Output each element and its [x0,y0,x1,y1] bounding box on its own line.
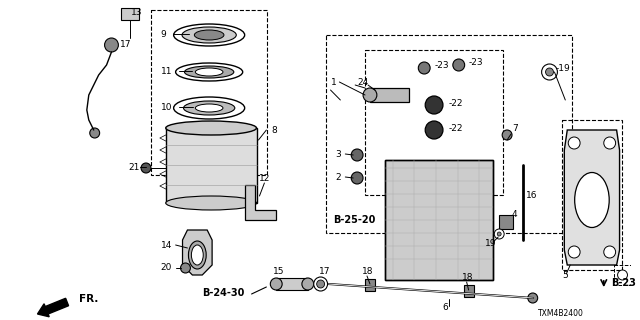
Ellipse shape [191,245,204,265]
Text: -23: -23 [468,58,483,67]
Bar [365,279,375,291]
Circle shape [502,130,512,140]
Text: 18: 18 [362,267,374,276]
Ellipse shape [195,68,223,76]
Circle shape [494,229,504,239]
Ellipse shape [166,121,257,135]
Text: 20: 20 [161,263,172,273]
Bar [365,50,503,195]
Polygon shape [244,185,276,220]
Text: -22: -22 [449,99,463,108]
Circle shape [419,62,430,74]
Text: 21: 21 [128,163,140,172]
Ellipse shape [575,172,609,228]
Ellipse shape [188,241,206,269]
FancyArrow shape [38,298,68,317]
Polygon shape [564,130,620,265]
Text: 14: 14 [161,241,172,250]
Text: B-23: B-23 [611,278,636,288]
Bar [151,10,268,175]
Bar [276,278,308,290]
Text: 13: 13 [131,7,143,17]
Circle shape [497,232,501,236]
Bar [326,35,572,233]
Text: 12: 12 [259,173,270,182]
Text: 6: 6 [442,302,448,311]
Ellipse shape [166,196,257,210]
Text: 7: 7 [512,124,518,132]
Circle shape [604,137,616,149]
Circle shape [314,277,328,291]
Circle shape [180,263,191,273]
Circle shape [351,149,363,161]
Text: 16: 16 [526,190,538,199]
Bar [464,285,474,297]
Ellipse shape [184,66,234,78]
Text: 3: 3 [335,149,341,158]
Text: 17: 17 [319,267,330,276]
Text: 9: 9 [161,29,166,38]
Circle shape [90,128,100,138]
Circle shape [141,163,151,173]
Text: -23: -23 [434,60,449,69]
Bar [122,8,139,20]
Bar [370,88,410,102]
Text: 1: 1 [330,77,336,86]
Text: -22: -22 [449,124,463,132]
Circle shape [317,280,324,288]
Text: 19: 19 [485,238,497,247]
Circle shape [545,68,554,76]
Text: 11: 11 [161,67,172,76]
Circle shape [618,270,627,280]
Text: TXM4B2400: TXM4B2400 [538,309,584,318]
Ellipse shape [173,24,244,46]
Circle shape [453,59,465,71]
Ellipse shape [302,278,314,290]
Circle shape [425,96,443,114]
Circle shape [351,172,363,184]
Bar [499,215,513,229]
Text: 15: 15 [273,267,285,276]
Ellipse shape [173,97,244,119]
Text: 8: 8 [271,125,277,134]
Ellipse shape [195,104,223,112]
Circle shape [425,121,443,139]
Text: 5: 5 [563,270,568,279]
Text: 18: 18 [461,273,473,282]
Ellipse shape [363,88,377,102]
Polygon shape [182,230,212,275]
Text: B-25-20: B-25-20 [333,215,376,225]
Bar [385,160,493,280]
Text: -19: -19 [556,63,570,73]
Text: 4: 4 [512,210,518,219]
Text: B-24-30: B-24-30 [202,288,244,298]
Ellipse shape [270,278,282,290]
Bar [385,160,493,280]
Ellipse shape [175,63,243,81]
Text: 10: 10 [161,102,172,111]
Text: FR.: FR. [79,294,99,304]
Text: 17: 17 [120,39,132,49]
Bar [614,265,632,285]
Text: 24: 24 [357,77,369,86]
Circle shape [568,137,580,149]
Circle shape [604,246,616,258]
Text: 2: 2 [335,172,341,181]
Ellipse shape [182,27,236,43]
Ellipse shape [184,101,235,115]
Circle shape [104,38,118,52]
Circle shape [528,293,538,303]
Circle shape [541,64,557,80]
Bar [166,128,257,203]
Bar [563,120,621,270]
Circle shape [568,246,580,258]
Ellipse shape [195,30,224,40]
